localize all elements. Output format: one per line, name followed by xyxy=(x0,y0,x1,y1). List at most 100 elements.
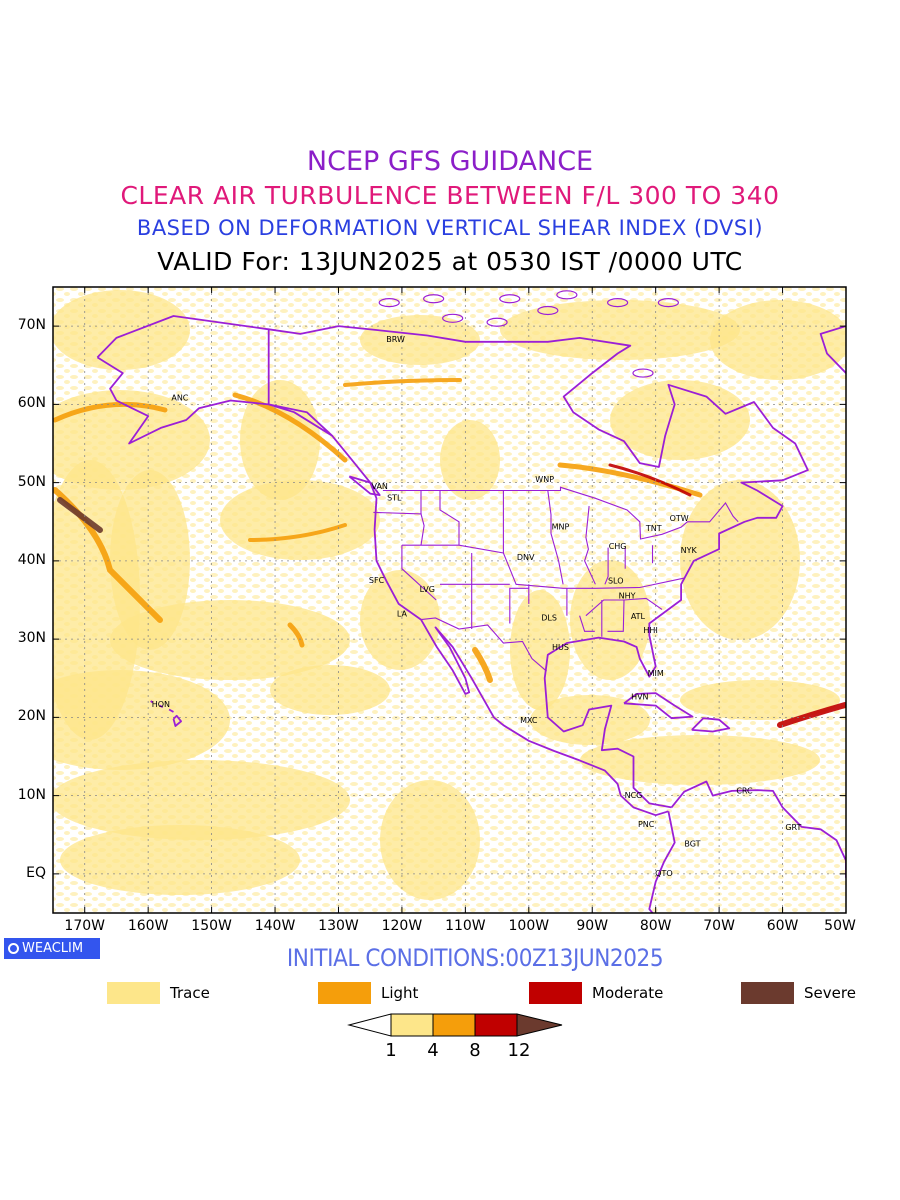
trace-area xyxy=(570,560,650,680)
colorbar-tick-label: 1 xyxy=(385,1040,397,1061)
station-label: QTO xyxy=(655,869,672,878)
border-line xyxy=(547,490,564,585)
lon-label: 90W xyxy=(576,918,609,934)
coastline xyxy=(691,717,731,733)
legend-label: Trace xyxy=(170,984,210,1002)
station-labels: BRW ANC VAN STL WNP MNP TNT OTW CHG NYK DNV SFC LVG L… xyxy=(152,335,802,878)
station-label: CHG xyxy=(609,542,627,551)
coastline xyxy=(168,708,174,713)
station-label: HON xyxy=(152,700,170,709)
station-label: OTW xyxy=(670,514,689,523)
colorbar xyxy=(347,1013,563,1037)
station-label: LA xyxy=(397,609,408,618)
station-label: MXC xyxy=(520,716,538,725)
trace-area xyxy=(60,825,300,895)
lon-label: 70W xyxy=(703,918,735,934)
trace-area xyxy=(610,380,750,460)
colorbar-cell xyxy=(432,1013,476,1037)
trace-area xyxy=(680,680,840,720)
trace-area xyxy=(270,665,390,715)
station-label: HHI xyxy=(643,626,657,635)
lon-label: 50W xyxy=(824,918,856,934)
turbulence-band xyxy=(248,523,347,542)
border-line xyxy=(401,545,437,601)
border-line xyxy=(439,490,460,546)
coastline xyxy=(172,714,182,727)
turbulence-band xyxy=(777,702,846,728)
turbulence-band xyxy=(57,497,103,533)
colorbar-high-arrow xyxy=(516,1013,563,1037)
map-frame xyxy=(52,286,847,914)
station-label: HUS xyxy=(552,643,569,652)
legend-label: Severe xyxy=(804,984,856,1002)
lat-label: 50N xyxy=(17,473,46,490)
lat-label: 60N xyxy=(17,395,46,412)
lat-label: EQ xyxy=(26,864,46,881)
turbulence-band xyxy=(53,401,168,423)
arctic-island xyxy=(499,294,521,304)
lat-label: 30N xyxy=(17,630,46,647)
trace-area xyxy=(360,315,480,365)
border-line xyxy=(420,490,425,546)
lon-label: 120W xyxy=(381,918,423,934)
turbulence-band xyxy=(472,647,493,683)
trace-area xyxy=(580,735,820,785)
colorbar-tick-label: 4 xyxy=(427,1040,439,1061)
trace-area xyxy=(500,300,740,360)
legend-swatch xyxy=(741,982,794,1004)
trace-area xyxy=(110,470,190,650)
station-label: ATL xyxy=(631,612,646,621)
station-label: BRW xyxy=(386,335,405,344)
coastline xyxy=(268,325,809,809)
brand-name: WEACLIM xyxy=(22,941,84,956)
turbulence-band xyxy=(608,463,692,497)
lon-label: 170W xyxy=(64,918,105,934)
station-label: BGT xyxy=(684,839,700,848)
station-label: TNT xyxy=(645,524,662,533)
logo-circle-icon xyxy=(8,943,19,954)
border-line xyxy=(509,587,529,624)
border-line xyxy=(584,506,596,585)
lon-label: 140W xyxy=(254,918,296,934)
border-line xyxy=(579,615,595,632)
trace-area xyxy=(53,760,350,840)
lat-label: 40N xyxy=(17,551,46,568)
trace-area xyxy=(220,480,380,560)
turbulence-band xyxy=(343,378,462,387)
border-line xyxy=(401,544,685,589)
turbulence-band xyxy=(232,392,348,463)
arctic-island xyxy=(632,368,654,378)
weaclim-logo[interactable]: WEACLIM xyxy=(4,938,100,959)
method-subtitle: BASED ON DEFORMATION VERTICAL SHEAR INDE… xyxy=(136,216,764,240)
colorbar-tick-label: 12 xyxy=(507,1040,531,1061)
arctic-island xyxy=(607,298,629,308)
station-label: STL xyxy=(387,494,402,503)
colorbar-cell xyxy=(390,1013,434,1037)
arctic-island xyxy=(423,294,445,304)
trace-area xyxy=(360,570,440,670)
station-label: SFC xyxy=(369,576,385,585)
legend-label: Light xyxy=(381,984,419,1002)
lon-label: 160W xyxy=(127,918,169,934)
station-label: LVG xyxy=(420,585,435,594)
lat-label: 20N xyxy=(17,708,46,725)
arctic-island xyxy=(442,313,464,323)
arctic-island xyxy=(537,305,559,316)
colorbar-tick-label: 8 xyxy=(469,1040,481,1061)
map-title: NCEP GFS GUIDANCE xyxy=(306,146,594,177)
trace-area xyxy=(440,420,500,500)
coastline xyxy=(623,692,694,720)
trace-area xyxy=(380,780,480,900)
border-line xyxy=(604,547,609,585)
station-label: NYK xyxy=(681,546,698,555)
colorbar-low-arrow xyxy=(347,1013,392,1037)
colorbar-cell xyxy=(474,1013,518,1037)
lat-label: 70N xyxy=(17,317,46,334)
axis-ticks xyxy=(53,287,847,913)
coastline xyxy=(331,435,669,817)
station-label: CRC xyxy=(736,786,753,795)
trace-area xyxy=(680,480,800,640)
border-line xyxy=(420,617,547,672)
station-label: SLO xyxy=(608,577,624,586)
